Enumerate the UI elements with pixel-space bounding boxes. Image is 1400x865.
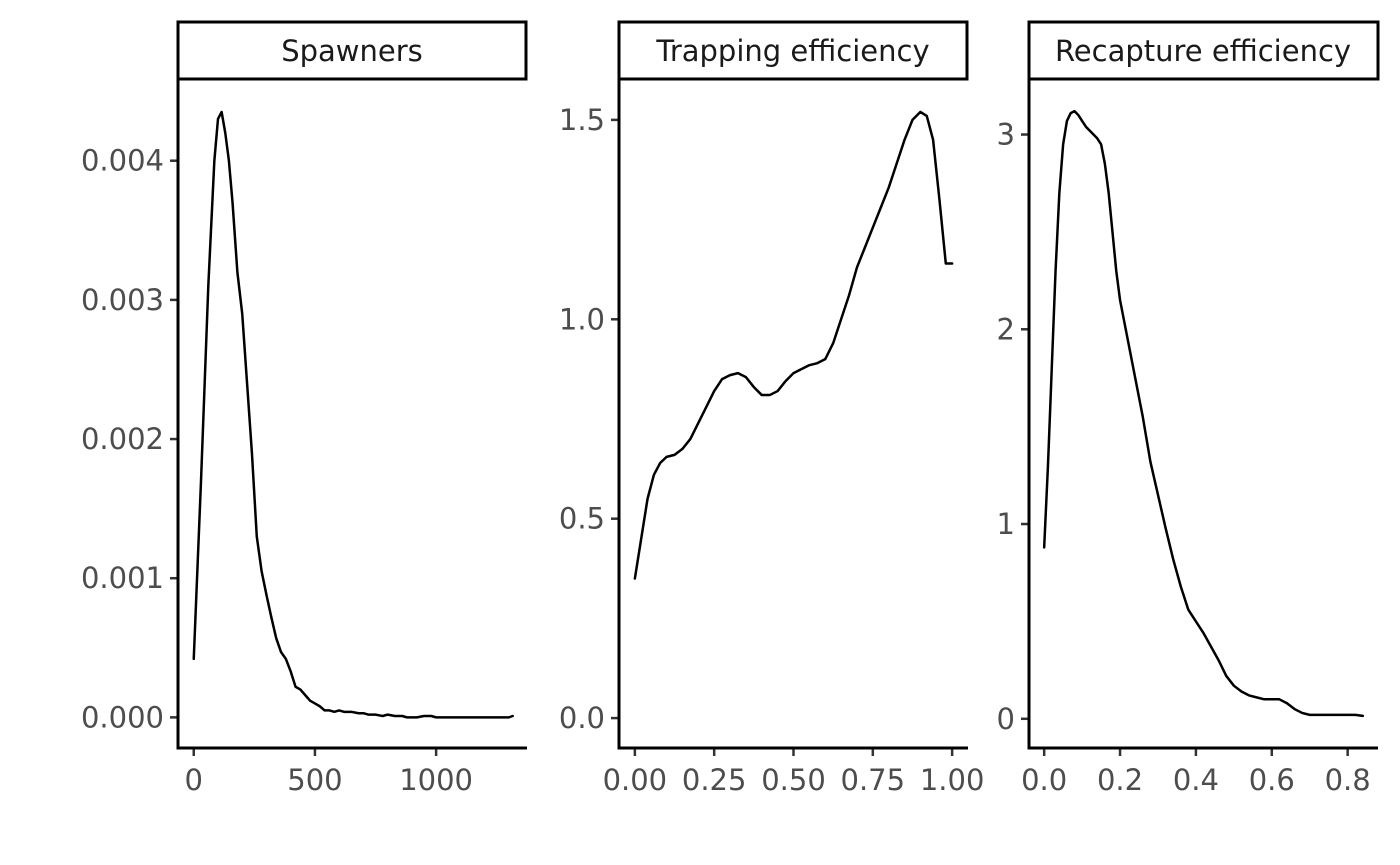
x-tick-label: 0.2 [1097, 763, 1143, 797]
y-tick-label: 0.0 [559, 701, 605, 735]
axes-recapture-efficiency [1027, 80, 1378, 750]
y-tick-label: 1 [997, 507, 1015, 541]
strip-box-spawners [176, 20, 528, 81]
panel-trapping-efficiency: Trapping efficiency 0.0 0.5 1.0 1.5 0.00 0.2… [559, 20, 985, 797]
x-tick-label: 1000 [399, 763, 473, 797]
y-tick-label: 0.003 [81, 283, 164, 317]
strip-box-recapture-efficiency [1027, 20, 1380, 81]
x-tick-label: 0.25 [682, 763, 747, 797]
panel-title-trapping-efficiency: Trapping efficiency [655, 34, 929, 68]
panel-spawners: Spawners 0.000 0.001 0.002 0.003 0.004 0 500 1… [81, 20, 528, 797]
y-tick-label: 1.0 [559, 302, 605, 336]
x-tick-label: 0.00 [603, 763, 668, 797]
y-tick-label: 0.004 [81, 144, 164, 178]
y-tick-label: 0 [997, 702, 1015, 736]
x-tick-label: 1.00 [920, 763, 985, 797]
x-tick-label: 0.50 [761, 763, 826, 797]
x-ticks-spawners: 0 500 1000 [185, 748, 473, 797]
x-tick-label: 0.75 [841, 763, 906, 797]
y-tick-label: 0.002 [81, 422, 164, 456]
panel-recapture-efficiency: Recapture efficiency 0 1 2 3 0.0 0.2 0.4 0.6 0.… [997, 20, 1380, 797]
density-curve-trapping-efficiency [633, 110, 954, 580]
panel-title-spawners: Spawners [281, 34, 423, 68]
x-tick-label: 0.0 [1021, 763, 1067, 797]
x-tick-label: 0 [185, 763, 203, 797]
panel-title-recapture-efficiency: Recapture efficiency [1055, 34, 1351, 68]
strip-box-trapping-efficiency [617, 20, 969, 81]
density-curve-recapture-efficiency [1042, 109, 1365, 718]
axes-trapping-efficiency [617, 80, 968, 750]
x-tick-label: 500 [287, 763, 342, 797]
y-tick-label: 1.5 [559, 103, 605, 137]
y-tick-label: 0.000 [81, 700, 164, 734]
x-tick-label: 0.8 [1325, 763, 1371, 797]
x-tick-label: 0.6 [1249, 763, 1295, 797]
y-tick-label: 0.001 [81, 561, 164, 595]
y-tick-label: 2 [997, 312, 1015, 346]
y-tick-label: 0.5 [559, 502, 605, 536]
x-tick-label: 0.4 [1173, 763, 1219, 797]
y-tick-label: 3 [997, 118, 1015, 152]
y-ticks-spawners: 0.000 0.001 0.002 0.003 0.004 [81, 144, 178, 734]
x-ticks-trapping-efficiency: 0.00 0.25 0.50 0.75 1.00 [603, 748, 985, 797]
density-curve-spawners [192, 110, 514, 719]
y-ticks-recapture-efficiency: 0 1 2 3 [997, 118, 1029, 736]
axes-spawners [176, 80, 527, 750]
